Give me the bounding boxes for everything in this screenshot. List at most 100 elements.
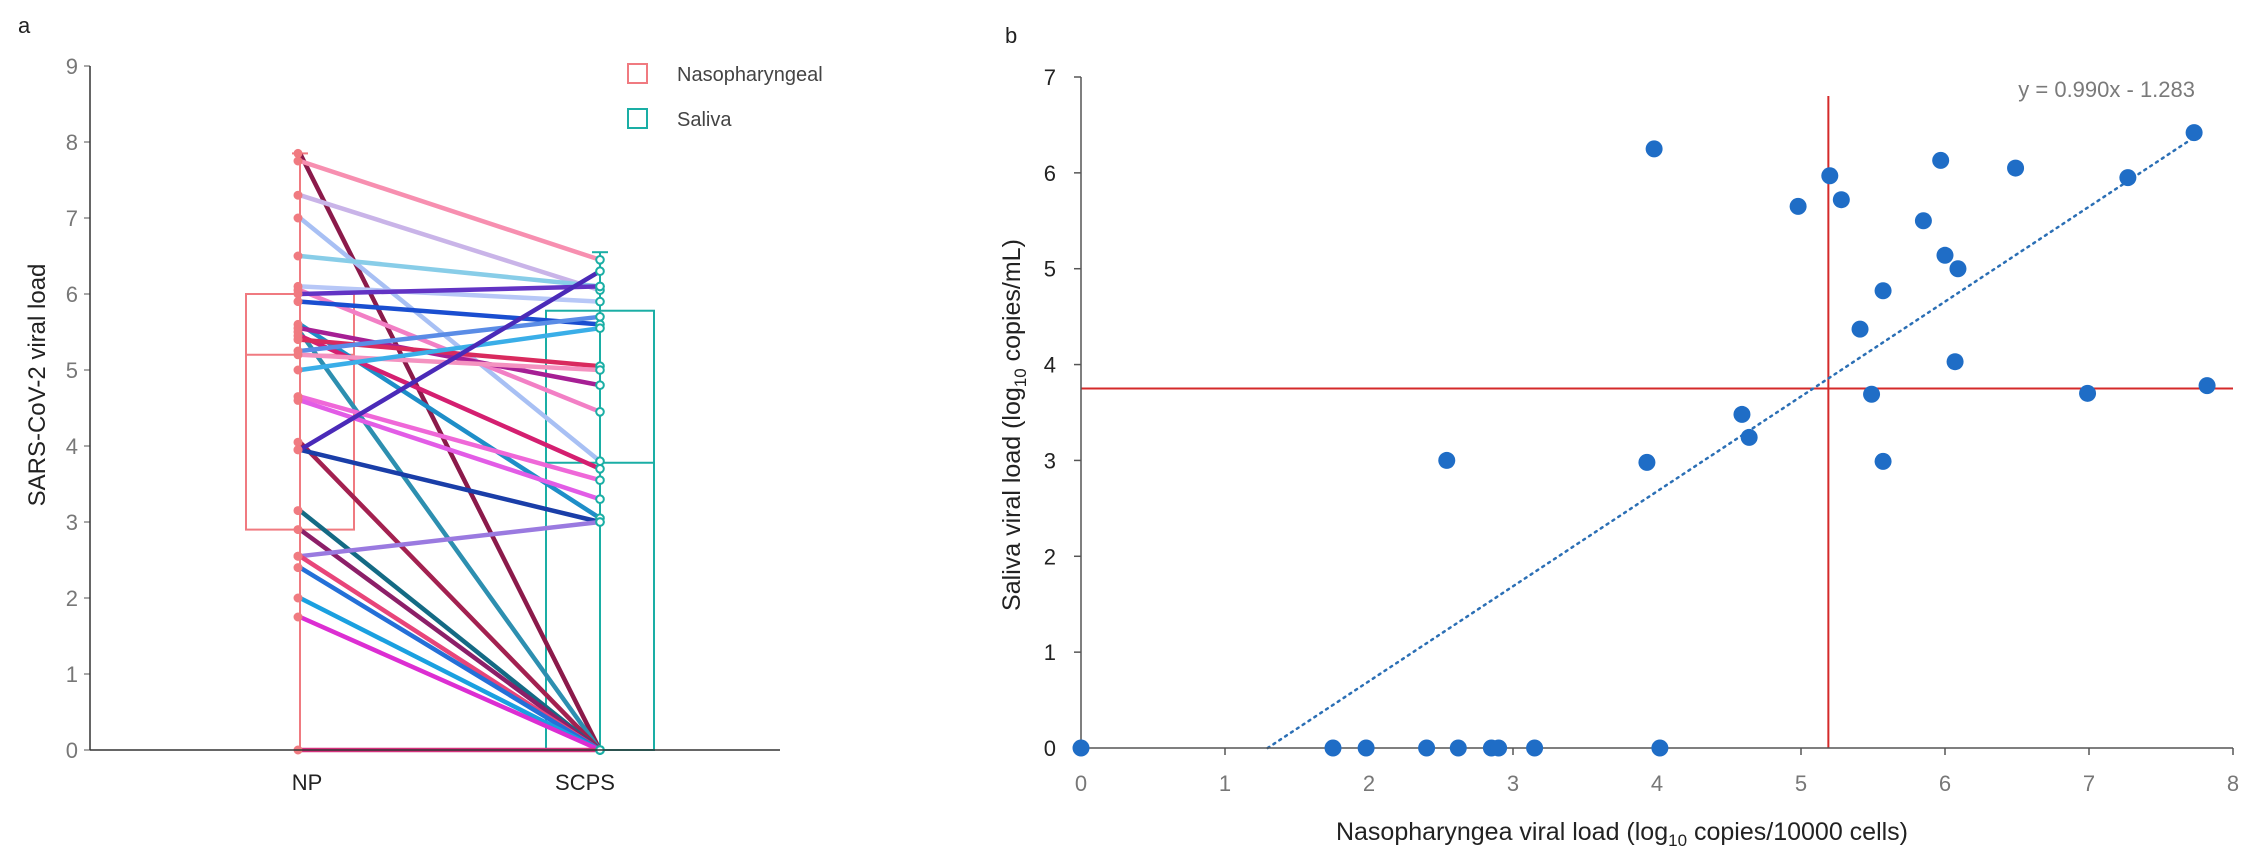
paired-line	[297, 519, 603, 559]
panel-b-y-tick-label: 5	[1044, 257, 1056, 282]
scatter-point	[1821, 167, 1839, 185]
paired-line	[297, 284, 603, 297]
np-point	[293, 365, 303, 375]
panel-b-x-tick-label: 7	[2083, 771, 2095, 796]
scatter-point	[2007, 159, 2025, 177]
np-point	[293, 395, 303, 405]
paired-line	[297, 614, 603, 753]
panel-b-x-axis-label: Nasopharyngea viral load (log10 copies/1…	[1336, 818, 1908, 850]
saliva-point	[595, 494, 605, 505]
panel-b-x-label-part2: copies/10000 cells)	[1687, 818, 1908, 846]
panel-a-y-tick-label: 3	[66, 510, 78, 535]
paired-line	[297, 508, 603, 753]
trendline-path	[1266, 137, 2194, 750]
paired-line	[297, 325, 603, 373]
saliva-point	[595, 296, 605, 307]
saliva-point	[595, 464, 605, 474]
panel-b-y-axis-label: Saliva viral load (log10 copies/mL)	[998, 239, 1030, 611]
paired-line	[297, 215, 603, 464]
scatter-point	[2198, 377, 2216, 395]
panel-b-points	[1072, 124, 2216, 757]
paired-line	[297, 439, 603, 753]
paired-line	[297, 314, 603, 354]
paired-line	[297, 158, 603, 263]
np-point	[293, 213, 303, 223]
saliva-point	[595, 312, 605, 322]
scatter-point	[2079, 384, 2097, 402]
legend-label: Nasopharyngeal	[677, 64, 823, 86]
np-point	[293, 190, 303, 200]
paired-line	[297, 398, 603, 502]
paired-line	[297, 527, 603, 753]
paired-line	[297, 192, 603, 293]
panel-b-y-tick-label: 2	[1044, 544, 1056, 569]
panel-b-y-tick-label: 1	[1044, 640, 1056, 665]
scatter-point	[1740, 428, 1758, 446]
np-point	[293, 445, 303, 455]
paired-line	[297, 595, 603, 753]
panel-a-paired-lines	[293, 148, 605, 755]
panel-b-axes	[1080, 77, 2233, 749]
panel-b-x-ticks: 0 1 2 3 4 5 6 7 8	[1075, 748, 2239, 796]
panel-a-y-tick-label: 2	[66, 586, 78, 611]
panel-b-chart: b Saliva viral load (log10 copies/mL) Na…	[998, 23, 2239, 850]
panel-a-x-tick-label: SCPS	[555, 770, 615, 795]
np-point	[293, 156, 303, 166]
scatter-point	[1832, 191, 1850, 209]
np-point	[293, 551, 303, 561]
panel-a-y-tick-label: 4	[66, 434, 78, 459]
scatter-point	[1789, 197, 1807, 215]
np-point	[293, 335, 303, 345]
scatter-point	[1863, 385, 1881, 403]
panel-a-legend: Nasopharyngeal Saliva	[627, 63, 823, 131]
scatter-point	[1072, 739, 1090, 757]
panel-b-y-tick-label: 0	[1044, 736, 1056, 761]
saliva-point	[595, 254, 605, 265]
paired-line	[297, 268, 603, 453]
np-point	[293, 612, 303, 622]
scatter-point	[1526, 739, 1544, 757]
panel-a-axes	[89, 66, 780, 751]
panel-a-chart: a SARS-CoV-2 viral load 0 1 2 3 4 5 6 7 8 9 NP SCP…	[18, 13, 823, 795]
saliva-point	[595, 380, 605, 391]
panel-b-x-tick-label: 6	[1939, 771, 1951, 796]
scatter-point	[1418, 739, 1436, 757]
panel-b-y-tick-label: 6	[1044, 161, 1056, 186]
paired-line	[297, 447, 603, 525]
panel-a-y-tick-label: 5	[66, 358, 78, 383]
panel-a-label: a	[18, 13, 31, 38]
panel-b-x-label-part1: Nasopharyngea viral load (log	[1336, 818, 1668, 846]
trendline-equation: y = 0.990x - 1.283	[2018, 77, 2195, 102]
saliva-point	[595, 407, 605, 417]
panel-a-y-tick-label: 9	[66, 54, 78, 79]
scatter-point	[1914, 212, 1932, 230]
np-point	[293, 148, 303, 158]
np-point	[293, 297, 303, 307]
scatter-point	[2185, 124, 2203, 142]
panel-b-label: b	[1005, 23, 1017, 48]
panel-a-y-axis-label: SARS-CoV-2 viral load	[24, 264, 51, 507]
scatter-point	[1638, 453, 1656, 471]
panel-b-x-tick-label: 5	[1795, 771, 1807, 796]
scatter-point	[1733, 405, 1751, 423]
panel-b-x-tick-label: 8	[2227, 771, 2239, 796]
scatter-point	[2119, 169, 2137, 187]
panel-b-y-tick-label: 7	[1044, 65, 1056, 90]
paired-line	[297, 565, 603, 753]
paired-line	[297, 394, 603, 483]
scatter-point	[1932, 151, 1950, 169]
saliva-point	[595, 365, 605, 375]
scatter-point	[1946, 353, 1964, 371]
panel-b-x-tick-label: 3	[1507, 771, 1519, 796]
scatter-point	[1936, 246, 1954, 264]
panel-b-x-tick-label: 2	[1363, 771, 1375, 796]
saliva-point	[595, 266, 605, 277]
np-point	[293, 350, 303, 360]
legend-swatch	[627, 108, 648, 129]
panel-b-x-label-subscript: 10	[1668, 831, 1687, 850]
panel-b-y-ticks: 0 1 2 3 4 5 6 7	[1044, 65, 1081, 761]
panel-b-x-tick-label: 4	[1651, 771, 1663, 796]
panel-a-y-tick-label: 8	[66, 130, 78, 155]
panel-a-y-tick-label: 6	[66, 282, 78, 307]
scatter-point	[1851, 320, 1869, 338]
